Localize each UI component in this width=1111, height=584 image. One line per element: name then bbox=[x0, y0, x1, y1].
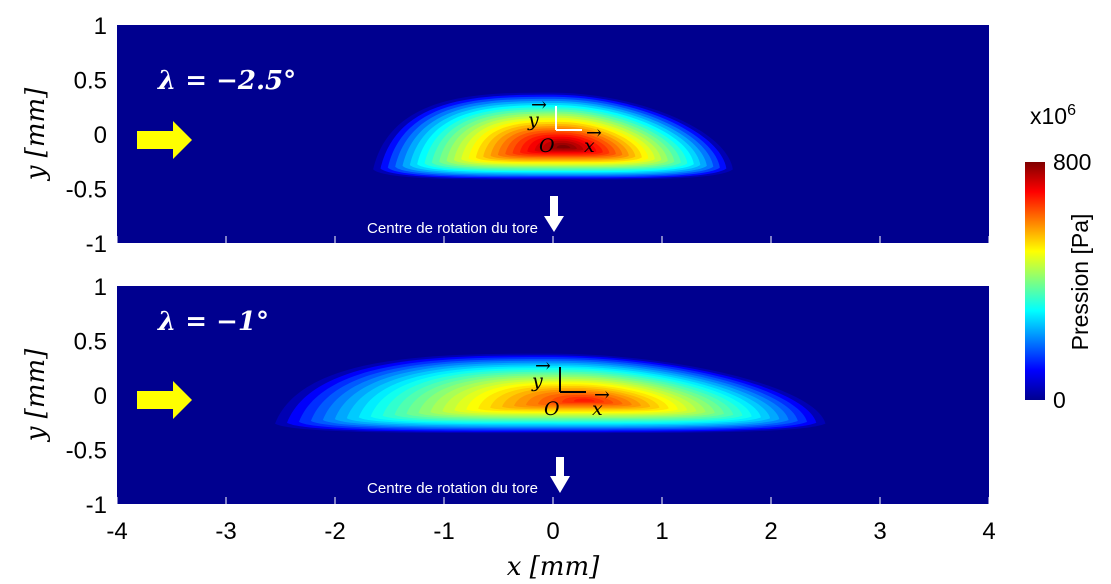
vec-mark-x-top: → bbox=[586, 122, 602, 144]
rotation-center-note-bottom: Centre de rotation du tore bbox=[367, 480, 538, 497]
y-tick-labels-top: 1 0.5 0 -0.5 -1 bbox=[66, 13, 107, 258]
colorbar-max-label: 800 bbox=[1053, 149, 1091, 175]
inflow-arrow-top-icon bbox=[137, 121, 192, 159]
x-tick-label: -1 bbox=[433, 518, 454, 545]
vec-mark-x-bottom: → bbox=[594, 384, 610, 406]
rotation-center-arrow-bottom-icon bbox=[550, 457, 570, 493]
frame-origin-label-bottom: O bbox=[544, 398, 560, 420]
x-tick-label: -2 bbox=[324, 518, 345, 545]
y-tick-label: 1 bbox=[94, 274, 107, 301]
x-tick-label: 3 bbox=[873, 518, 886, 545]
colorbar-exponent-base: x10 bbox=[1030, 103, 1067, 129]
y-tick-label: 0 bbox=[94, 383, 107, 410]
colorbar-min-label: 0 bbox=[1053, 387, 1066, 413]
colorbar: x106 800 0 Pression [Pa] bbox=[1025, 102, 1093, 413]
rotation-center-note-top: Centre de rotation du tore bbox=[367, 220, 538, 237]
y-tick-label: -0.5 bbox=[66, 438, 107, 465]
x-ticks-bottom: -4 -3 -2 -1 0 1 2 3 4 bbox=[106, 497, 996, 545]
x-tick-label: 1 bbox=[655, 518, 668, 545]
pressure-band bbox=[556, 144, 571, 149]
y-tick-label: -1 bbox=[86, 492, 107, 519]
x-tick-label: -3 bbox=[215, 518, 236, 545]
colorbar-exponent: x106 bbox=[1030, 102, 1076, 129]
x-axis-label: x [mm] bbox=[507, 552, 600, 582]
rotation-center-arrow-top-icon bbox=[544, 196, 564, 232]
frame-x-label-bottom: x bbox=[592, 398, 603, 420]
vec-mark-y-bottom: → bbox=[535, 355, 551, 377]
y-tick-label: 0 bbox=[94, 122, 107, 149]
frame-x-label-top: x bbox=[584, 135, 595, 157]
contact-zone-bottom bbox=[275, 353, 826, 434]
contact-zone-top bbox=[373, 92, 733, 180]
x-tick-label: 0 bbox=[546, 518, 559, 545]
x-ticks-top bbox=[116, 236, 990, 243]
x-tick-label: -4 bbox=[106, 518, 127, 545]
frame-y-label-bottom: y bbox=[531, 370, 543, 392]
inflow-arrow-bottom-icon bbox=[137, 381, 192, 419]
heatmap-panel-top: 1 0.5 0 -0.5 -1 y [mm] λ = −2.5° Centre de r… bbox=[21, 13, 990, 258]
colorbar-gradient bbox=[1025, 162, 1045, 400]
frame-y-label-top: y bbox=[527, 109, 539, 131]
colorbar-exponent-power: 6 bbox=[1067, 102, 1076, 119]
reference-frame-top: y O x → → bbox=[527, 94, 602, 157]
frame-origin-label-top: O bbox=[539, 135, 555, 157]
y-tick-label: 1 bbox=[94, 13, 107, 40]
y-tick-labels-bottom: 1 0.5 0 -0.5 -1 bbox=[66, 274, 107, 519]
lambda-annotation-top: λ = −2.5° bbox=[157, 66, 296, 96]
lambda-annotation-bottom: λ = −1° bbox=[157, 307, 269, 337]
y-tick-label: -0.5 bbox=[66, 177, 107, 204]
x-tick-label: 4 bbox=[982, 518, 995, 545]
y-tick-label: 0.5 bbox=[74, 329, 107, 356]
colorbar-label: Pression [Pa] bbox=[1067, 214, 1093, 351]
vec-mark-y-top: → bbox=[531, 94, 547, 116]
y-tick-label: -1 bbox=[86, 231, 107, 258]
y-axis-label-top: y [mm] bbox=[21, 87, 51, 181]
pressure-band bbox=[573, 398, 595, 402]
x-tick-label: 2 bbox=[764, 518, 777, 545]
heatmap-panel-bottom: -4 -3 -2 -1 0 1 2 3 4 1 0.5 0 -0.5 -1 y [mm] λ = −1°… bbox=[21, 274, 996, 582]
reference-frame-bottom: y O x → → bbox=[531, 355, 610, 420]
y-tick-label: 0.5 bbox=[74, 68, 107, 95]
y-axis-label-bottom: y [mm] bbox=[21, 348, 51, 442]
